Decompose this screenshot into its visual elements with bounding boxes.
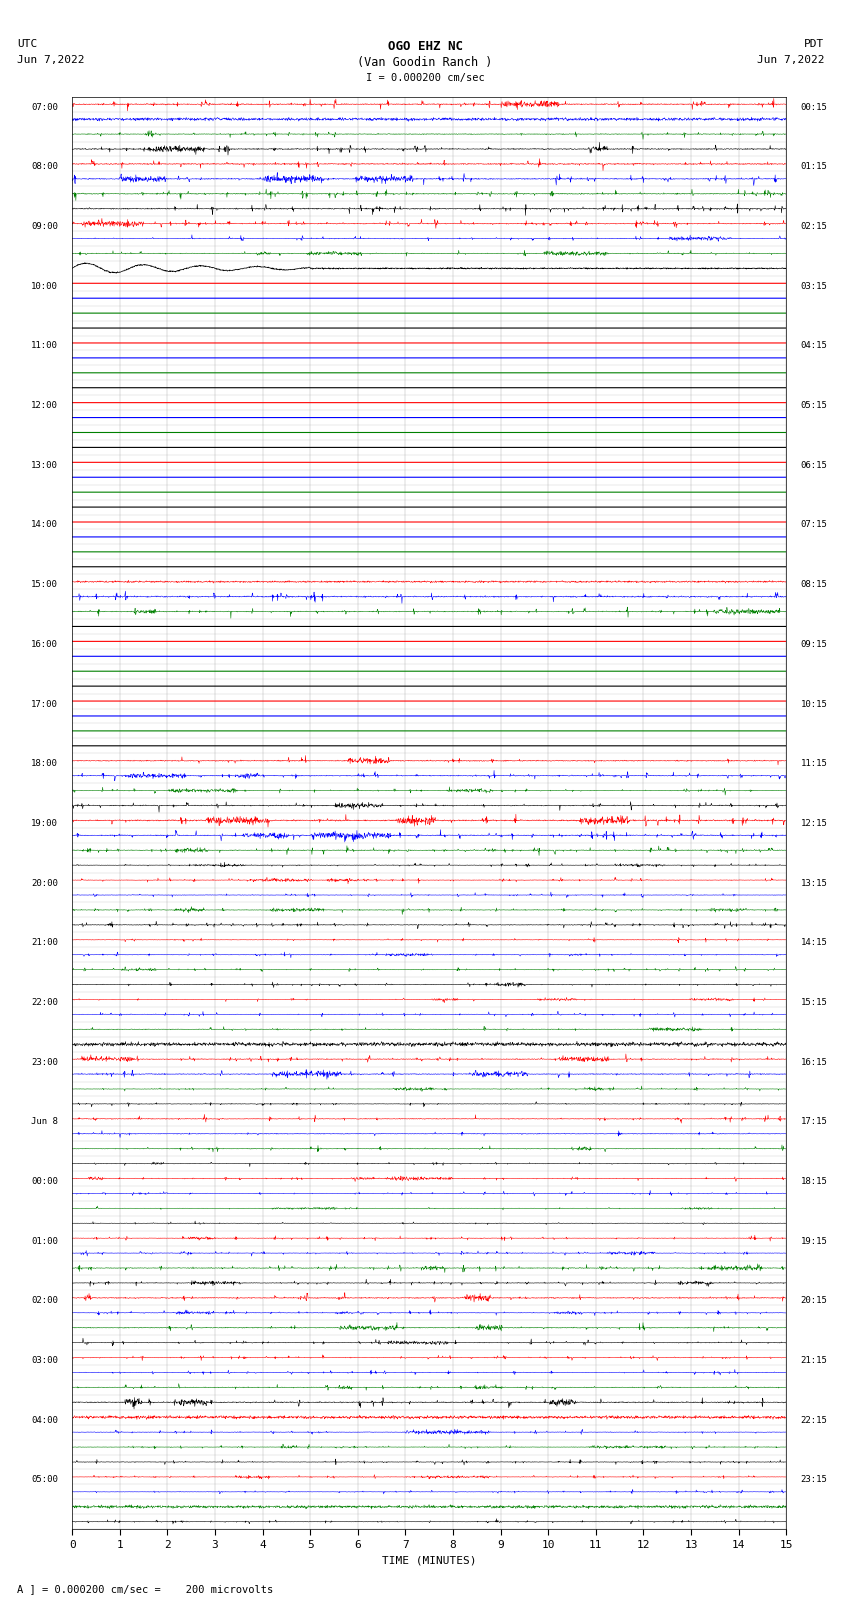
Text: 04:15: 04:15 <box>801 342 827 350</box>
Text: 16:00: 16:00 <box>31 640 58 648</box>
Text: 12:00: 12:00 <box>31 402 58 410</box>
Text: 13:15: 13:15 <box>801 879 827 887</box>
Text: OGO EHZ NC: OGO EHZ NC <box>388 40 462 53</box>
Text: 08:00: 08:00 <box>31 163 58 171</box>
Text: 07:15: 07:15 <box>801 521 827 529</box>
Text: PDT: PDT <box>804 39 824 48</box>
Text: 03:15: 03:15 <box>801 282 827 290</box>
Text: 00:15: 00:15 <box>801 103 827 111</box>
Text: 17:15: 17:15 <box>801 1118 827 1126</box>
Text: 10:00: 10:00 <box>31 282 58 290</box>
Text: 10:15: 10:15 <box>801 700 827 708</box>
Text: 21:00: 21:00 <box>31 939 58 947</box>
Text: 02:00: 02:00 <box>31 1297 58 1305</box>
Text: Jun 7,2022: Jun 7,2022 <box>17 55 84 65</box>
Text: 22:15: 22:15 <box>801 1416 827 1424</box>
Text: 19:00: 19:00 <box>31 819 58 827</box>
Text: (Van Goodin Ranch ): (Van Goodin Ranch ) <box>357 56 493 69</box>
Text: 18:15: 18:15 <box>801 1177 827 1186</box>
Text: 05:00: 05:00 <box>31 1476 58 1484</box>
Text: 18:00: 18:00 <box>31 760 58 768</box>
Text: 15:15: 15:15 <box>801 998 827 1007</box>
Text: 08:15: 08:15 <box>801 581 827 589</box>
X-axis label: TIME (MINUTES): TIME (MINUTES) <box>382 1555 477 1565</box>
Text: 09:15: 09:15 <box>801 640 827 648</box>
Text: I = 0.000200 cm/sec: I = 0.000200 cm/sec <box>366 73 484 82</box>
Text: Jun 7,2022: Jun 7,2022 <box>757 55 824 65</box>
Text: 21:15: 21:15 <box>801 1357 827 1365</box>
Text: 13:00: 13:00 <box>31 461 58 469</box>
Text: A ] = 0.000200 cm/sec =    200 microvolts: A ] = 0.000200 cm/sec = 200 microvolts <box>17 1584 273 1594</box>
Text: 20:00: 20:00 <box>31 879 58 887</box>
Text: 07:00: 07:00 <box>31 103 58 111</box>
Text: 01:00: 01:00 <box>31 1237 58 1245</box>
Text: 09:00: 09:00 <box>31 223 58 231</box>
Text: 04:00: 04:00 <box>31 1416 58 1424</box>
Text: 11:15: 11:15 <box>801 760 827 768</box>
Text: 03:00: 03:00 <box>31 1357 58 1365</box>
Text: 14:00: 14:00 <box>31 521 58 529</box>
Text: Jun 8: Jun 8 <box>31 1118 58 1126</box>
Text: 14:15: 14:15 <box>801 939 827 947</box>
Text: 19:15: 19:15 <box>801 1237 827 1245</box>
Text: 20:15: 20:15 <box>801 1297 827 1305</box>
Text: 16:15: 16:15 <box>801 1058 827 1066</box>
Text: 15:00: 15:00 <box>31 581 58 589</box>
Text: 22:00: 22:00 <box>31 998 58 1007</box>
Text: 11:00: 11:00 <box>31 342 58 350</box>
Text: 05:15: 05:15 <box>801 402 827 410</box>
Text: 23:15: 23:15 <box>801 1476 827 1484</box>
Text: 00:00: 00:00 <box>31 1177 58 1186</box>
Text: 06:15: 06:15 <box>801 461 827 469</box>
Text: 17:00: 17:00 <box>31 700 58 708</box>
Text: 02:15: 02:15 <box>801 223 827 231</box>
Text: UTC: UTC <box>17 39 37 48</box>
Text: 12:15: 12:15 <box>801 819 827 827</box>
Text: 01:15: 01:15 <box>801 163 827 171</box>
Text: 23:00: 23:00 <box>31 1058 58 1066</box>
